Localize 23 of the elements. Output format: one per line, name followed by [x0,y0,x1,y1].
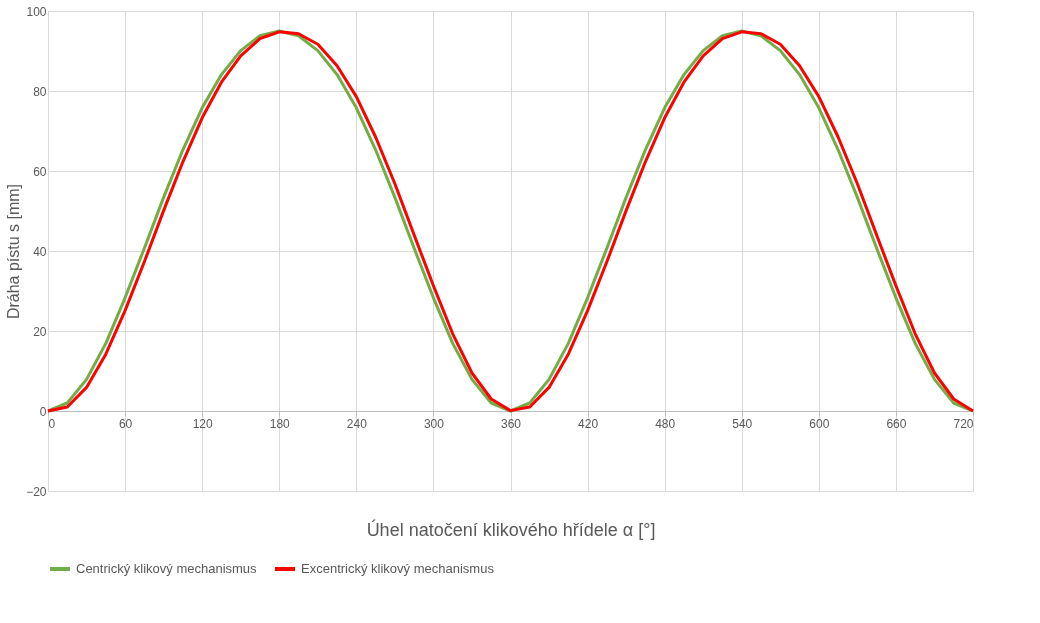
x-tick-label: 480 [655,416,676,431]
x-tick-label: 660 [886,416,907,431]
x-axis-title: Úhel natočení klikového hřídele α [°] [366,518,656,540]
legend-label: Excentrický klikový mechanismus [301,561,495,576]
y-tick-label: 0 [39,404,47,419]
legend-label: Centrický klikový mechanismus [76,561,258,576]
y-tick-label: 40 [33,244,47,259]
y-tick-label: 100 [26,4,47,19]
x-tick-label: 120 [192,416,213,431]
y-tick-label: −20 [26,484,47,499]
x-tick-label: 180 [269,416,291,431]
x-tick-label: 360 [500,416,522,431]
y-tick-label: 80 [33,84,47,99]
x-tick-label: 60 [118,416,133,431]
y-tick-label: 20 [33,324,47,339]
x-tick-label: 540 [732,416,753,431]
y-axis-title: Dráha pístu s [mm] [5,183,23,320]
x-tick-label: 240 [346,416,368,431]
x-tick-label: 600 [809,416,830,431]
x-tick-label: 420 [578,416,599,431]
x-tick-label: 720 [953,416,974,431]
y-tick-label: 60 [33,164,47,179]
x-tick-label: 300 [423,416,445,431]
